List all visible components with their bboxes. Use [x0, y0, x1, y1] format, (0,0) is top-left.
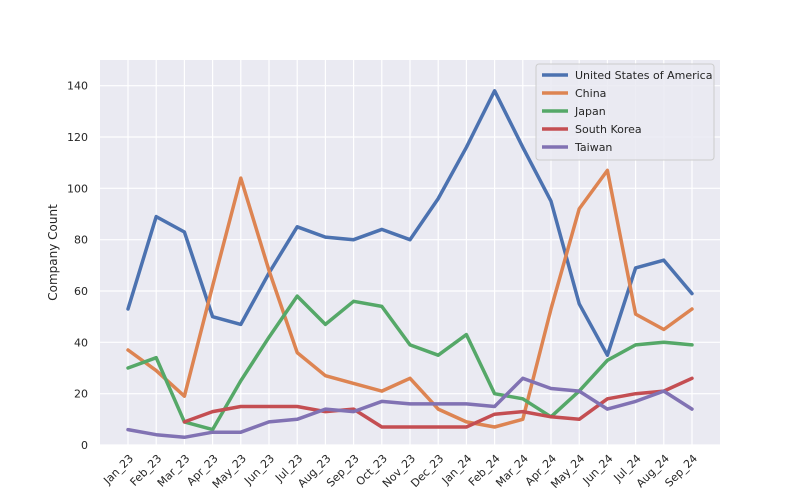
- y-tick-label: 120: [67, 131, 88, 144]
- legend-entry: China: [575, 87, 606, 100]
- legend-box: [535, 63, 715, 161]
- y-tick-labels: 0 20 40 60 80 100 120 140: [67, 80, 88, 452]
- series-lines: [126, 89, 694, 440]
- legend-entry: Taiwan: [574, 141, 612, 154]
- series-line-2: [126, 294, 694, 432]
- series-line-4: [126, 376, 694, 440]
- y-tick-label: 60: [74, 285, 88, 298]
- legend: United States of America China Japan South …: [535, 63, 715, 161]
- y-tick-label: 0: [81, 439, 88, 452]
- y-tick-label: 40: [74, 336, 88, 349]
- x-tick-label: Jun_24: [580, 452, 616, 488]
- series-line-3: [182, 376, 694, 429]
- y-tick-label: 80: [74, 234, 88, 247]
- y-tick-label: 100: [67, 182, 88, 195]
- x-tick-label: Jun_23: [241, 452, 277, 488]
- y-tick-label: 140: [67, 80, 88, 93]
- y-axis-label: Company Count: [46, 204, 60, 301]
- legend-entry: South Korea: [575, 123, 642, 136]
- legend-entry: United States of America: [575, 69, 712, 82]
- series-line-0: [126, 89, 694, 357]
- legend-entry: Japan: [574, 105, 606, 118]
- series-line-1: [126, 168, 694, 429]
- y-tick-label: 20: [74, 388, 88, 401]
- x-tick-labels: Jan_23Feb_23Mar_23Apr_23May_23Jun_23Jul_…: [100, 452, 700, 491]
